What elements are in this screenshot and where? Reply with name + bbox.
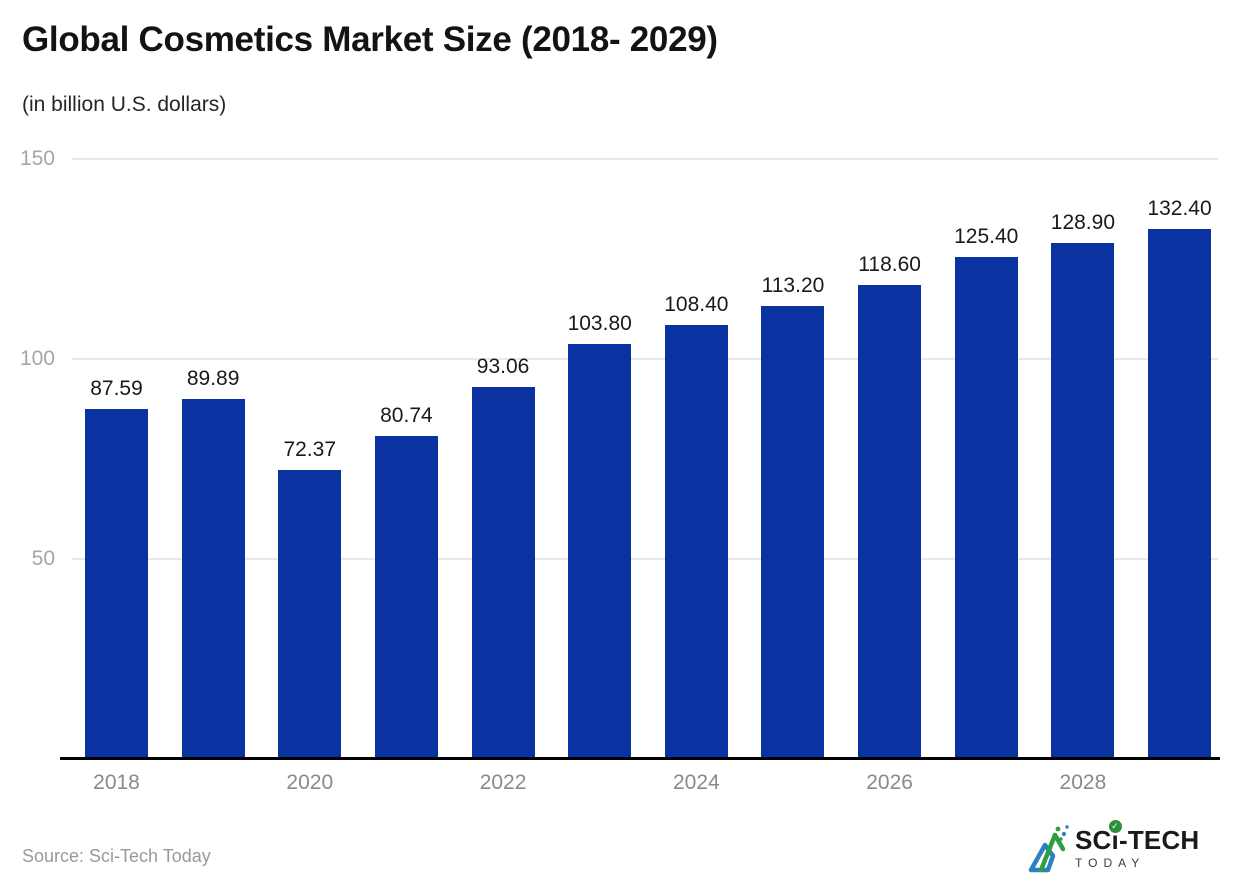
check-icon: ✓	[1108, 820, 1122, 833]
bar-value-label: 125.40	[954, 225, 1019, 249]
bar	[664, 325, 728, 759]
gridline	[72, 358, 1218, 360]
x-tick-label: 2022	[479, 771, 527, 794]
bar-value-label: 87.59	[90, 376, 143, 400]
bar	[761, 306, 825, 759]
bar	[954, 257, 1018, 759]
logo: SCı ✓ -TECH TODAY	[1028, 820, 1200, 874]
bar-value-label: 118.60	[858, 252, 921, 276]
bar-value-label: 89.89	[186, 367, 240, 391]
bar-value-label: 108.40	[664, 293, 729, 317]
bar	[374, 436, 438, 759]
bar	[181, 399, 245, 759]
bar	[85, 408, 148, 759]
bar-value-label: 80.74	[380, 404, 433, 428]
bar-value-label: 113.20	[761, 274, 825, 298]
bar	[471, 386, 535, 759]
logo-text-tech: -TECH	[1118, 825, 1200, 855]
bar-value-label: 103.80	[567, 311, 632, 335]
x-tick-label: 2026	[866, 771, 913, 794]
bar-value-label: 128.90	[1050, 211, 1116, 235]
logo-letter-i: ı ✓	[1108, 820, 1122, 855]
logo-text-sc: SC	[1075, 825, 1112, 855]
logo-text: SCı ✓ -TECH TODAY	[1075, 820, 1200, 870]
bar-value-label: 72.37	[283, 437, 337, 461]
gridline	[72, 158, 1218, 160]
x-axis-line	[60, 757, 1220, 760]
source-text: Source: Sci-Tech Today	[22, 846, 211, 866]
bar	[1148, 229, 1212, 759]
logo-wordmark: SCı ✓ -TECH	[1075, 820, 1200, 855]
bar	[1051, 243, 1115, 759]
x-tick-label: 2018	[93, 771, 140, 794]
chart-subtitle: (in billion U.S. dollars)	[22, 93, 227, 116]
x-tick-label: 2020	[286, 771, 334, 794]
y-tick-label: 150	[19, 147, 55, 170]
y-tick-label: 50	[31, 547, 55, 570]
bar-value-label: 93.06	[476, 354, 530, 378]
bar-value-label: 132.40	[1147, 197, 1212, 221]
x-tick-label: 2028	[1059, 771, 1107, 794]
y-tick-label: 100	[19, 347, 55, 370]
bar	[278, 469, 342, 759]
logo-i-stem: ı	[1111, 825, 1119, 855]
page-title: Global Cosmetics Market Size (2018- 2029…	[22, 20, 718, 59]
bar	[858, 284, 922, 759]
bar	[568, 343, 632, 759]
logo-mountain-icon	[1028, 825, 1069, 873]
gridline	[72, 558, 1218, 560]
logo-subtext: TODAY	[1075, 856, 1146, 870]
x-tick-label: 2024	[672, 771, 720, 794]
